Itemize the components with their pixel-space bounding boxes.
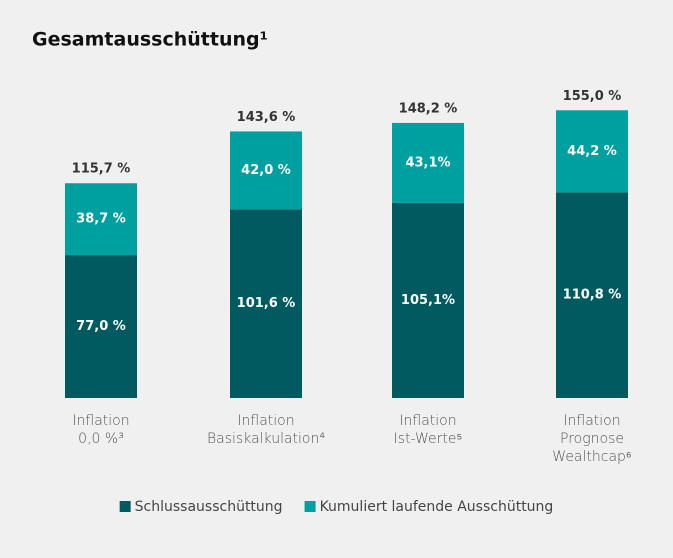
x-tick-label: Prognose	[560, 431, 624, 447]
legend-label: Kumuliert laufende Ausschüttung	[320, 499, 554, 515]
x-tick-label: Inflation	[399, 413, 456, 429]
x-tick-label: Basiskalkulation⁴	[207, 431, 325, 447]
bar-segment	[65, 255, 137, 398]
x-tick-label: Inflation	[563, 413, 620, 429]
bar-segment	[392, 202, 464, 398]
legend-swatch	[304, 501, 316, 512]
total-label: 143,6 %	[237, 110, 296, 125]
total-label: 148,2 %	[399, 101, 458, 116]
chart-title: Gesamtausschüttung¹	[32, 29, 268, 51]
bar-segment	[65, 183, 137, 256]
x-tick-label: Inflation	[72, 413, 129, 429]
bar-segment	[556, 192, 628, 398]
total-label: 115,7 %	[72, 162, 131, 177]
bar-segment	[556, 110, 628, 193]
value-label: 43,1%	[405, 155, 450, 170]
x-tick-label: 0,0 %³	[78, 431, 124, 447]
x-tick-label: Ist-Werte⁵	[394, 431, 463, 447]
value-label: 110,8 %	[563, 288, 622, 303]
value-label: 101,6 %	[237, 296, 296, 311]
legend-label: Schlussausschüttung	[135, 499, 283, 515]
x-tick-label: Wealthcap⁶	[552, 449, 631, 465]
value-label: 38,7 %	[76, 212, 126, 227]
bar-segment	[230, 131, 302, 210]
legend-swatch	[119, 501, 131, 512]
x-tick-label: Inflation	[237, 413, 294, 429]
bar-segment	[230, 209, 302, 398]
value-label: 77,0 %	[76, 319, 126, 334]
total-label: 155,0 %	[563, 89, 622, 104]
value-label: 105,1%	[401, 293, 455, 308]
value-label: 42,0 %	[241, 163, 291, 178]
value-label: 44,2 %	[567, 144, 617, 159]
bar-segment	[392, 122, 464, 203]
